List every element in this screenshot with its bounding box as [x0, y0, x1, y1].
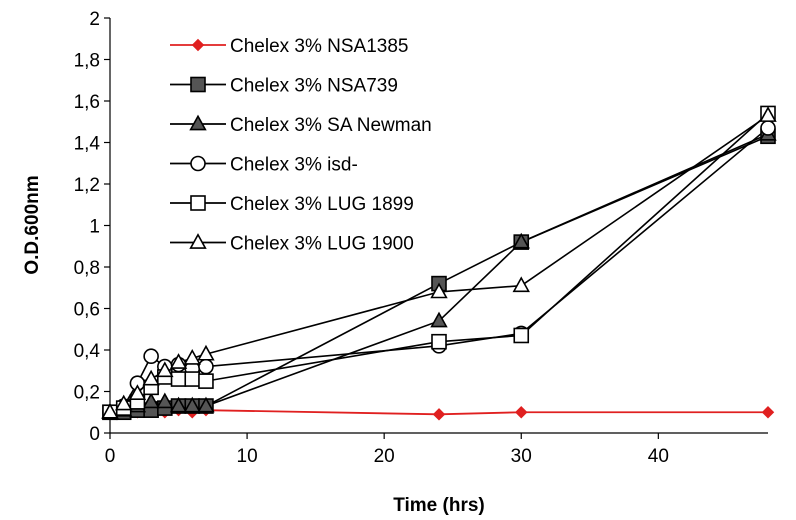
legend-marker [190, 195, 206, 211]
y-tick-label: 1,2 [74, 175, 100, 196]
data-point [198, 373, 214, 389]
y-tick-label: 0,2 [74, 383, 100, 404]
legend-marker [190, 155, 206, 172]
data-point [156, 361, 174, 378]
legend-marker [191, 38, 205, 52]
data-point [143, 348, 159, 365]
y-tick-label: 0,4 [74, 341, 101, 362]
y-tick-label: 0 [89, 424, 100, 445]
data-point [430, 282, 448, 299]
legend-label: Chelex 3% isd- [230, 155, 358, 176]
x-tick-label: 40 [648, 446, 669, 467]
x-tick-label: 0 [105, 446, 116, 467]
data-point [430, 311, 448, 328]
data-point [183, 396, 201, 413]
data-point [515, 406, 528, 419]
y-tick-label: 2 [89, 9, 100, 30]
data-point [156, 392, 174, 409]
data-point [169, 353, 188, 369]
data-point [432, 408, 446, 421]
legend-marker [189, 233, 207, 249]
data-point [761, 406, 775, 419]
legend-label: Chelex 3% NSA739 [230, 76, 398, 97]
data-point [170, 371, 187, 387]
y-tick-label: 1 [89, 217, 100, 238]
legend-label: Chelex 3% NSA1385 [230, 36, 409, 57]
data-point [512, 276, 530, 293]
data-point [184, 371, 201, 387]
y-tick-label: 1,6 [74, 92, 100, 113]
data-point [128, 384, 147, 400]
data-point [142, 369, 160, 386]
legend-label: Chelex 3% SA Newman [230, 115, 432, 136]
data-point [101, 402, 119, 419]
legend-label: Chelex 3% LUG 1899 [230, 194, 414, 215]
data-point [169, 396, 188, 413]
data-point [197, 396, 215, 413]
data-point [198, 358, 214, 375]
data-point [115, 394, 133, 411]
legend-marker [190, 76, 206, 93]
series-markers [101, 105, 777, 421]
data-point [512, 232, 530, 249]
x-tick-label: 30 [511, 446, 532, 467]
data-point [760, 120, 776, 136]
x-tick-label: 20 [374, 446, 395, 467]
y-tick-label: 1,4 [74, 134, 101, 155]
x-tick-label: 10 [237, 446, 258, 467]
data-point [513, 327, 530, 344]
data-point [197, 344, 215, 361]
data-point [759, 106, 777, 122]
legend-marker [189, 114, 207, 131]
data-point [431, 333, 447, 350]
axes: 00,20,40,60,811,21,41,61,820 10 20 30 40 [74, 9, 768, 467]
legend-label: Chelex 3% LUG 1900 [230, 234, 414, 255]
y-tick-label: 1,8 [74, 51, 100, 72]
y-axis-title: O.D.600nm [22, 175, 43, 274]
data-point [183, 348, 201, 365]
y-tick-label: 0,8 [74, 258, 100, 279]
data-point [142, 392, 160, 409]
x-axis-title: Time (hrs) [393, 495, 485, 516]
y-tick-label: 0,6 [74, 300, 100, 321]
legend: Chelex 3% NSA1385 Chelex 3% NSA739 Chelex … [170, 36, 432, 255]
